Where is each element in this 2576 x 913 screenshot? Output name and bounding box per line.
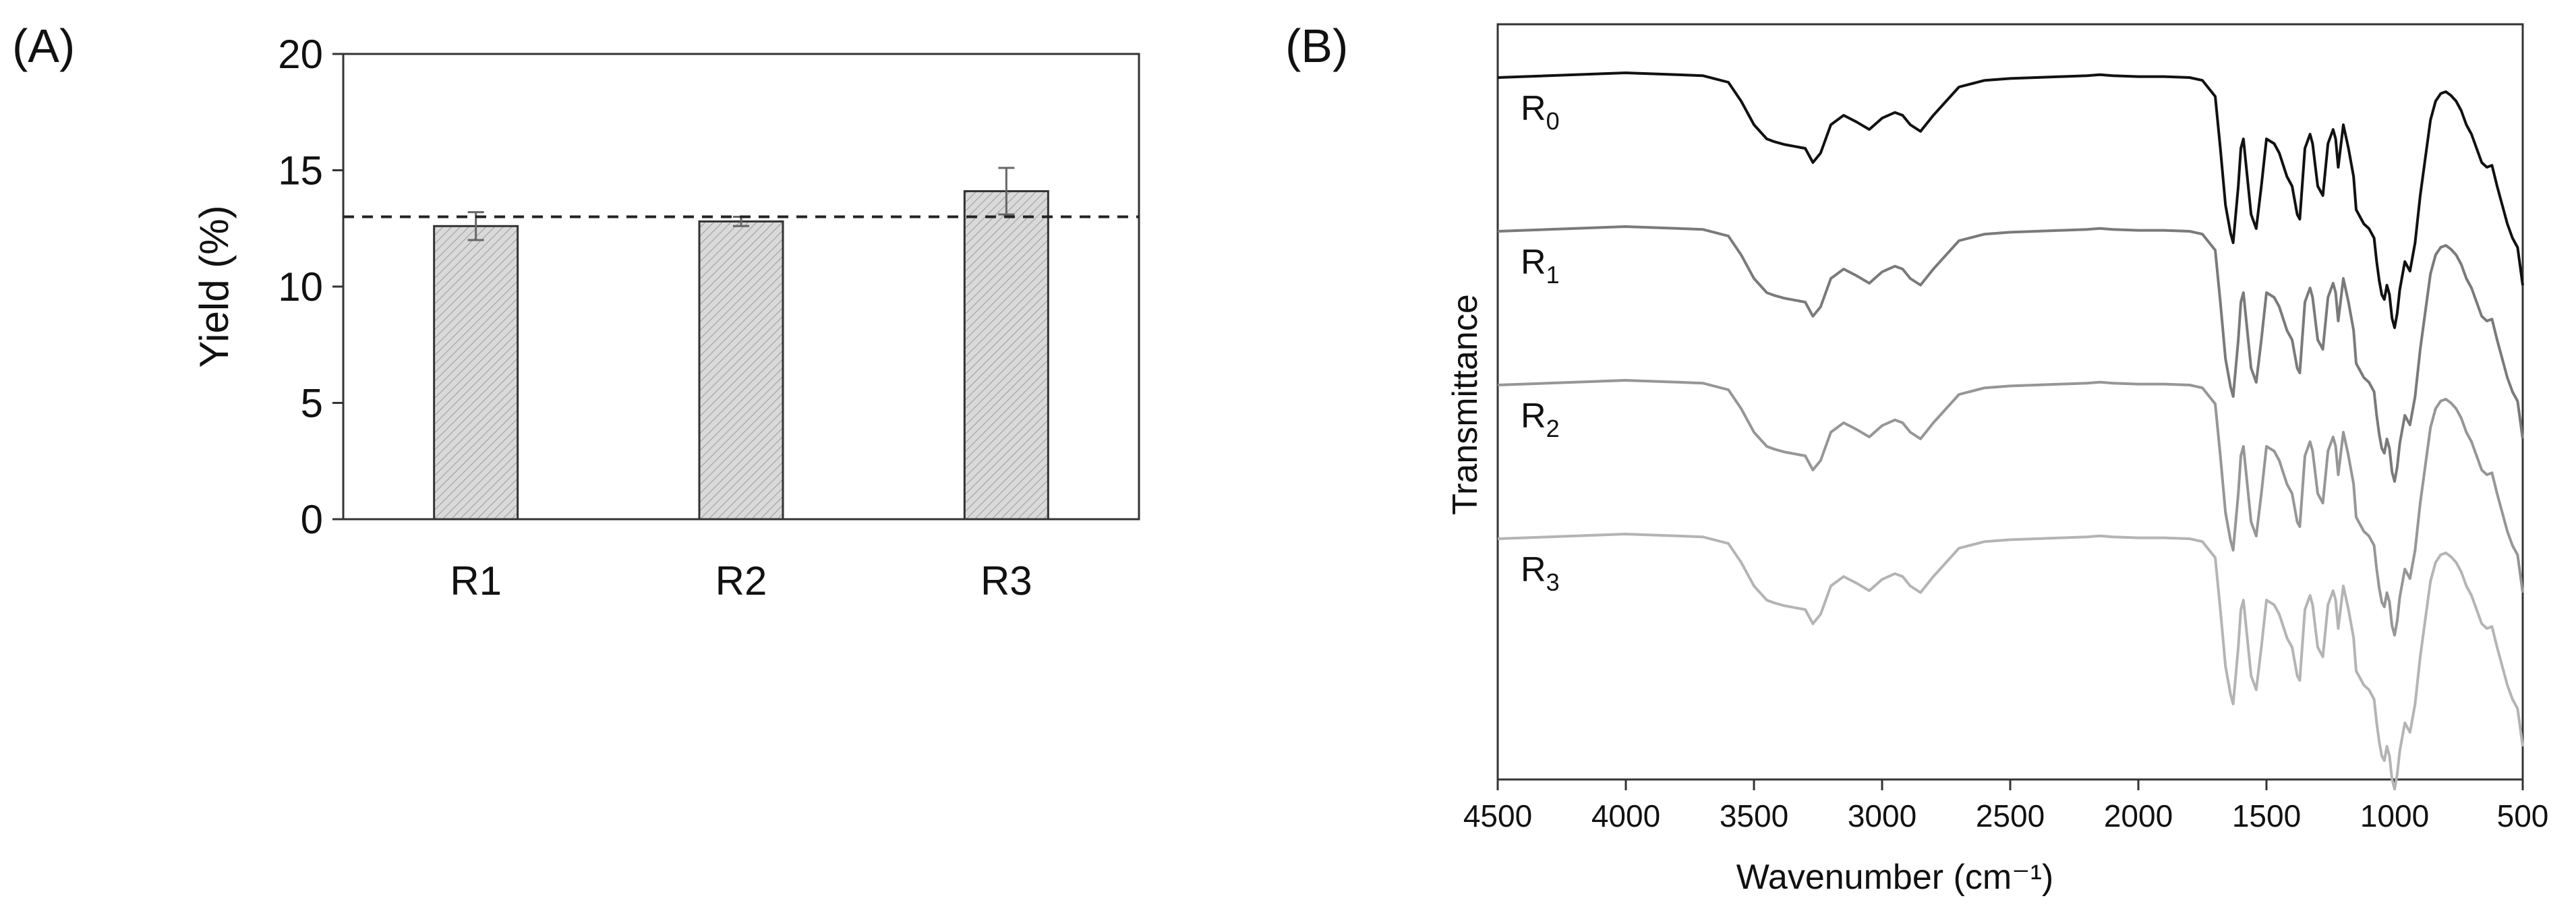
panel-b-label: (B)	[1285, 20, 1348, 72]
panel-b-x-axis-title: Wavenumber (cm⁻¹)	[1736, 858, 2053, 897]
panel-b-x-tick-label: 3500	[1720, 798, 1788, 833]
series-label-r2: R2	[1521, 396, 1560, 442]
series-label-r0: R0	[1521, 89, 1560, 135]
panel-a-y-tick-label: 0	[301, 497, 323, 542]
panel-b-x-tick-label: 4500	[1463, 798, 1532, 833]
panel-a-x-tick-label: R1	[450, 558, 502, 603]
panel-a-label: (A)	[12, 20, 75, 72]
spectrum-r2	[1497, 379, 2524, 637]
panel-b-x-tick-label: 2500	[1976, 798, 2045, 833]
panel-a-x-tick-label: R3	[980, 558, 1032, 603]
spectrum-r3	[1497, 533, 2524, 790]
panel-b-x-tick-label: 4000	[1591, 798, 1660, 833]
panel-b-x-tick-label: 3000	[1848, 798, 1916, 833]
bar-r3	[963, 190, 1049, 521]
panel-a-y-tick-label: 20	[278, 32, 323, 77]
panel-a-x-tick-label: R2	[715, 558, 767, 603]
series-label-r3: R3	[1521, 550, 1560, 596]
panel-a-error-bars	[467, 167, 1015, 241]
panel-b-x-tick-label: 500	[2497, 798, 2549, 833]
error-bar-r3	[998, 167, 1015, 216]
panel-b: (B) 4500 4000 3500 3000 2500 2000 1500 1000 500 …	[1285, 20, 2548, 897]
panel-a: (A) 0 5 10 15 20 R1 R2 R3 Yield (%)	[12, 20, 1140, 603]
panel-a-y-axis: 0 5 10 15 20	[278, 32, 345, 542]
bar-r2	[698, 220, 784, 521]
bar-r1	[433, 225, 519, 521]
panel-b-x-tick-label: 2000	[2104, 798, 2173, 833]
panel-a-y-tick-label: 15	[278, 148, 323, 194]
panel-b-x-axis: 4500 4000 3500 3000 2500 2000 1500 1000 500	[1463, 778, 2549, 833]
panel-b-plot-area	[1496, 23, 2524, 781]
panel-a-y-tick-label: 5	[301, 381, 323, 426]
panel-b-x-tick-label: 1500	[2232, 798, 2301, 833]
panel-b-y-axis-title: Transmittance	[1446, 294, 1485, 515]
panel-a-y-tick-label: 10	[278, 264, 323, 310]
panel-b-series-labels: R0 R1 R2 R3	[1521, 89, 1560, 596]
panel-a-bars	[433, 190, 1049, 521]
spectrum-r0	[1497, 71, 2524, 329]
series-label-r1: R1	[1521, 243, 1560, 289]
panel-a-y-axis-title: Yield (%)	[192, 205, 237, 367]
panel-b-x-tick-label: 1000	[2360, 798, 2429, 833]
panel-a-x-tick-labels: R1 R2 R3	[450, 558, 1032, 603]
panel-b-series	[1497, 71, 2524, 790]
spectrum-r1	[1497, 225, 2524, 483]
